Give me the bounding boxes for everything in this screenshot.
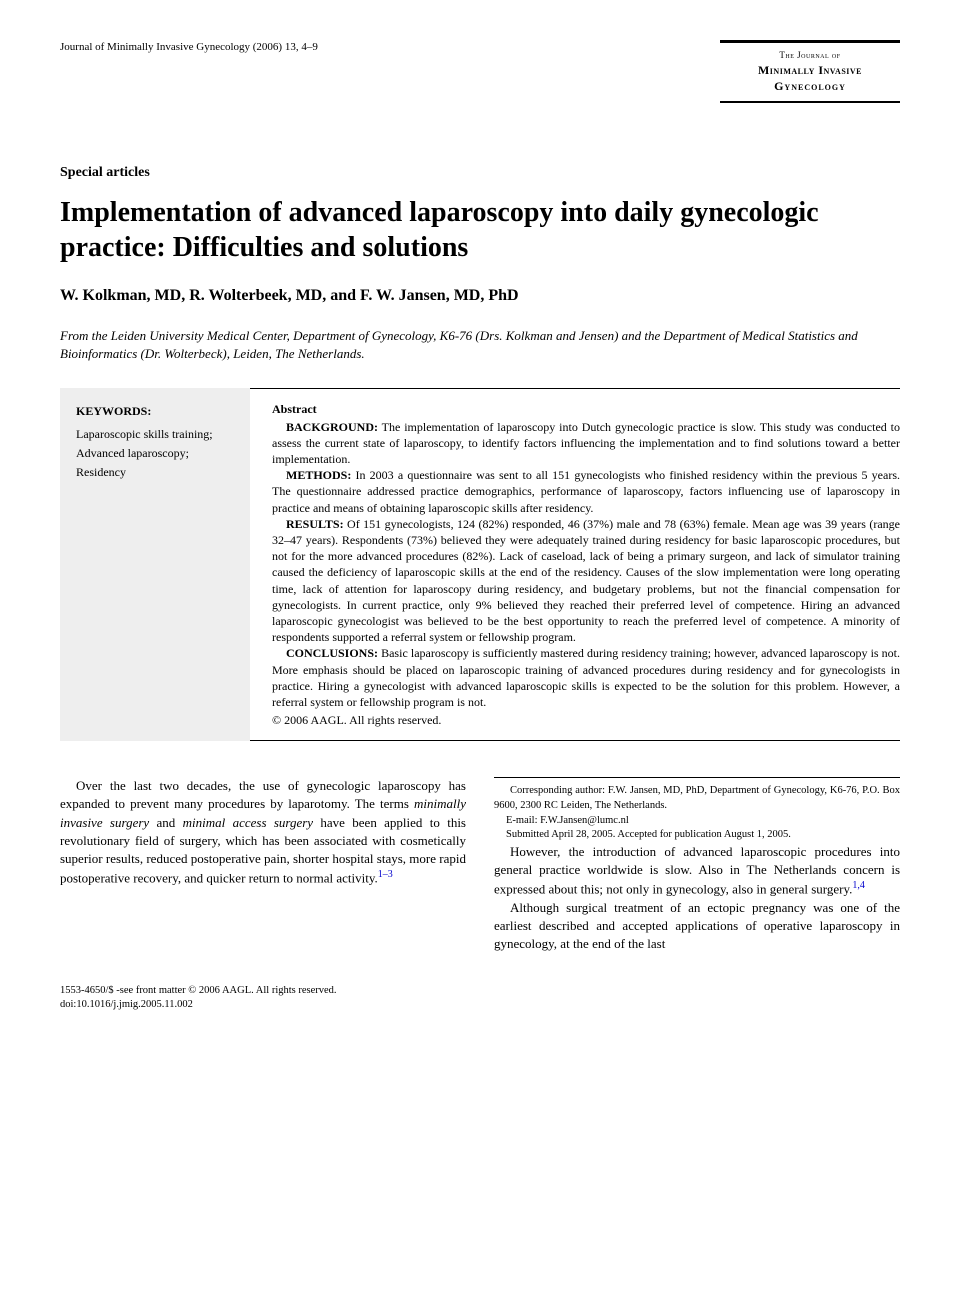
- abstract-heading: Abstract: [272, 401, 900, 417]
- footer-doi: doi:10.1016/j.jmig.2005.11.002: [60, 998, 337, 1013]
- keywords-text: Laparoscopic skills training; Advanced l…: [76, 427, 213, 479]
- ref-1-4[interactable]: 1,4: [852, 880, 865, 891]
- abstract-bg-label: BACKGROUND:: [286, 420, 378, 434]
- logo-line-3: Gynecology: [720, 78, 900, 95]
- body-paragraph-2: However, the introduction of advanced la…: [494, 843, 900, 899]
- page-footer: 1553-4650/$ -see front matter © 2006 AAG…: [60, 984, 900, 1013]
- footer-left: 1553-4650/$ -see front matter © 2006 AAG…: [60, 984, 337, 1013]
- abstract-background: BACKGROUND: The implementation of laparo…: [272, 419, 900, 468]
- abstract-box: Abstract BACKGROUND: The implementation …: [250, 388, 900, 742]
- authors: W. Kolkman, MD, R. Wolterbeek, MD, and F…: [60, 285, 900, 307]
- section-label: Special articles: [60, 163, 900, 183]
- abstract-results-text: Of 151 gynecologists, 124 (82%) responde…: [272, 517, 900, 644]
- journal-logo: The Journal of Minimally Invasive Gyneco…: [720, 40, 900, 103]
- p2-text: However, the introduction of advanced la…: [494, 844, 900, 897]
- abstract-methods-label: METHODS:: [286, 468, 351, 482]
- corresp-email: E-mail: F.W.Jansen@lumc.nl: [494, 814, 900, 829]
- article-title: Implementation of advanced laparoscopy i…: [60, 195, 900, 265]
- keywords-label: KEYWORDS:: [76, 402, 234, 421]
- abstract-results-label: RESULTS:: [286, 517, 344, 531]
- page-header: Journal of Minimally Invasive Gynecology…: [60, 40, 900, 103]
- corresp-dates: Submitted April 28, 2005. Accepted for p…: [494, 828, 900, 843]
- p1-pre: Over the last two decades, the use of gy…: [60, 778, 466, 811]
- body-text: Over the last two decades, the use of gy…: [60, 777, 900, 953]
- abstract-concl-label: CONCLUSIONS:: [286, 646, 378, 660]
- affiliation: From the Leiden University Medical Cente…: [60, 327, 900, 363]
- p1-mid: and: [149, 815, 182, 830]
- logo-line-1: The Journal of: [720, 49, 900, 62]
- corresp-line-1: Corresponding author: F.W. Jansen, MD, P…: [494, 784, 900, 813]
- abstract-conclusions: CONCLUSIONS: Basic laparoscopy is suffic…: [272, 645, 900, 710]
- body-paragraph-1: Over the last two decades, the use of gy…: [60, 777, 466, 887]
- abstract-results: RESULTS: Of 151 gynecologists, 124 (82%)…: [272, 516, 900, 646]
- abstract-methods-text: In 2003 a questionnaire was sent to all …: [272, 468, 900, 514]
- corresponding-author: Corresponding author: F.W. Jansen, MD, P…: [494, 777, 900, 843]
- abstract-copyright: © 2006 AAGL. All rights reserved.: [272, 712, 900, 728]
- abstract-methods: METHODS: In 2003 a questionnaire was sen…: [272, 467, 900, 516]
- ref-1-3[interactable]: 1–3: [378, 869, 393, 880]
- journal-reference: Journal of Minimally Invasive Gynecology…: [60, 40, 318, 55]
- p1-italic-2: minimal access surgery: [183, 815, 313, 830]
- keywords-box: KEYWORDS: Laparoscopic skills training; …: [60, 388, 250, 742]
- abstract-wrapper: KEYWORDS: Laparoscopic skills training; …: [60, 388, 900, 742]
- footer-issn: 1553-4650/$ -see front matter © 2006 AAG…: [60, 984, 337, 999]
- logo-line-2: Minimally Invasive: [720, 62, 900, 79]
- body-paragraph-3: Although surgical treatment of an ectopi…: [494, 899, 900, 954]
